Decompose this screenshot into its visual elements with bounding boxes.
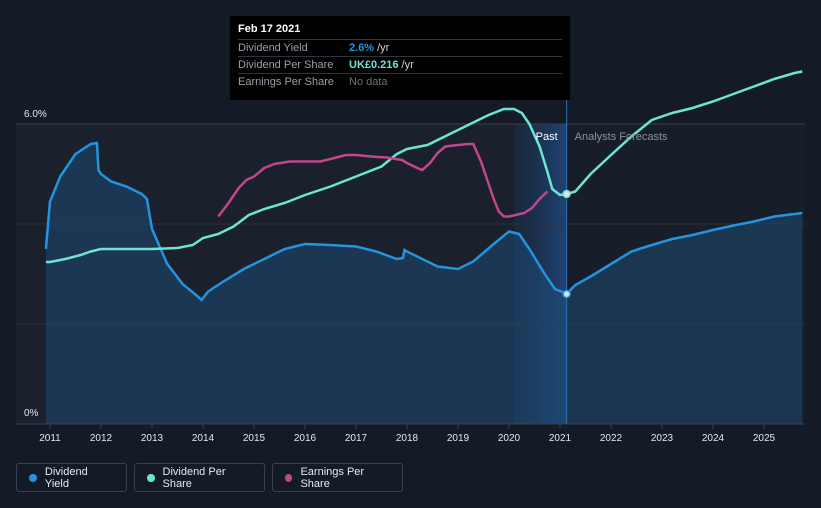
x-tick-label: 2016 <box>294 433 317 444</box>
dividend-yield-area <box>45 143 803 424</box>
tooltip-value: No data <box>349 76 388 88</box>
legend-dot-icon <box>285 473 293 482</box>
tooltip: Feb 17 2021 Dividend Yield 2.6% /yr Divi… <box>230 16 570 100</box>
tooltip-value: UK£0.216 <box>349 59 399 71</box>
x-tick-label: 2011 <box>39 433 61 444</box>
past-label: Past <box>536 131 558 143</box>
forecast-label: Analysts Forecasts <box>575 131 668 143</box>
legend-label: Dividend Per Share <box>162 465 226 490</box>
dividend-per-share-line[interactable] <box>45 70 803 264</box>
tooltip-row-dividend-per-share: Dividend Per Share UK£0.216 /yr <box>238 57 562 74</box>
legend-label: Earnings Per Share <box>300 465 365 490</box>
tooltip-unit: /yr <box>401 59 414 71</box>
tooltip-date: Feb 17 2021 <box>238 23 562 40</box>
legend-dividend-per-share[interactable]: Dividend Per Share <box>134 463 265 492</box>
x-tick-label: 2022 <box>600 433 623 444</box>
x-tick-label: 2020 <box>498 433 521 444</box>
x-tick-label: 2024 <box>702 433 725 444</box>
tooltip-unit: /yr <box>377 42 390 54</box>
x-tick-label: 2015 <box>243 433 266 444</box>
tooltip-row-earnings-per-share: Earnings Per Share No data <box>238 74 562 90</box>
y-axis-label-top: 6.0% <box>24 109 47 120</box>
tooltip-row-dividend-yield: Dividend Yield 2.6% /yr <box>238 40 562 57</box>
legend-dot-icon <box>147 473 155 482</box>
x-tick-label: 2013 <box>141 433 164 444</box>
chart-markers <box>562 189 571 299</box>
legend-label: Dividend Yield <box>44 465 88 490</box>
tooltip-value: 2.6% <box>349 42 375 54</box>
tooltip-label: Dividend Per Share <box>238 59 334 71</box>
point-marker <box>562 189 571 199</box>
x-tick-label: 2018 <box>396 433 419 444</box>
x-tick-label: 2017 <box>345 433 368 444</box>
x-tick-label: 2023 <box>651 433 674 444</box>
tooltip-label: Dividend Yield <box>238 42 308 54</box>
point-marker <box>562 289 571 299</box>
x-tick-label: 2014 <box>192 433 215 444</box>
earnings-per-share-line[interactable] <box>217 142 549 218</box>
x-tick-label: 2025 <box>753 433 776 444</box>
x-tick-label: 2019 <box>447 433 470 444</box>
dividend-yield-line[interactable] <box>44 141 803 302</box>
legend-dot-icon <box>29 473 37 482</box>
x-axis-ticks: 2011 2012 2013 2014 2015 2016 2017 2018 2019 2020… <box>39 424 776 444</box>
y-axis-label-bottom: 0% <box>24 408 39 419</box>
x-tick-label: 2021 <box>549 433 572 444</box>
legend-earnings-per-share[interactable]: Earnings Per Share <box>272 463 403 492</box>
tooltip-label: Earnings Per Share <box>238 76 334 88</box>
legend-dividend-yield[interactable]: Dividend Yield <box>16 463 127 492</box>
x-tick-label: 2012 <box>90 433 113 444</box>
